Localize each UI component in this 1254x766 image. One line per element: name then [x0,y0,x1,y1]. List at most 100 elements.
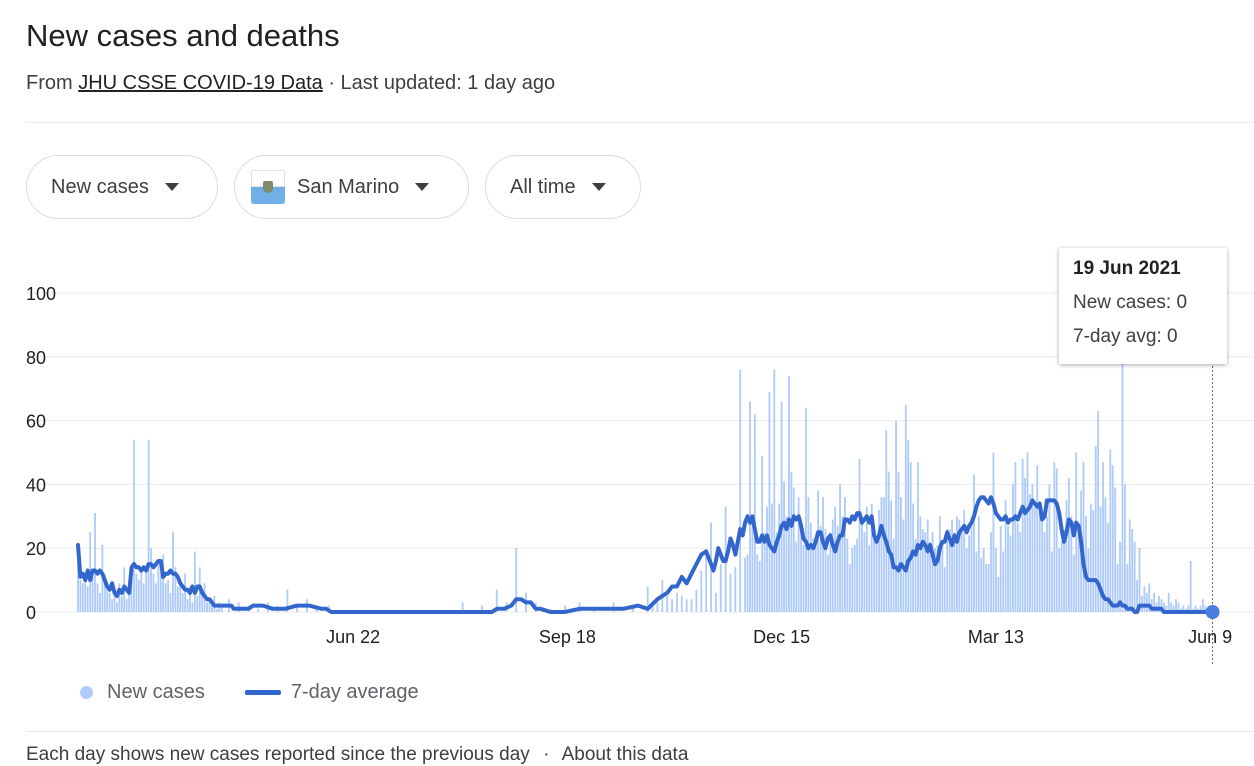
new-cases-bar [924,532,927,612]
new-cases-bar [84,573,87,612]
new-cases-bar [1094,446,1097,612]
new-cases-bar [943,567,946,612]
new-cases-bar [1058,548,1061,612]
footer-divider [26,731,1254,732]
new-cases-bar [79,580,82,612]
hover-cursor [1205,362,1220,665]
location-dropdown-label: San Marino [297,175,400,198]
new-cases-bar [286,589,289,612]
new-cases-bar [210,605,213,612]
new-cases-bar [140,570,143,612]
new-cases-bar [875,538,878,612]
metric-dropdown[interactable]: New cases [26,155,218,219]
new-cases-bar [1092,509,1095,612]
new-cases-bar [1114,487,1117,612]
new-cases-bar [86,586,89,612]
new-cases-bar [1160,599,1163,612]
new-cases-bar [680,596,683,612]
new-cases-bar [1204,605,1207,612]
last-updated: · Last updated: 1 day ago [328,72,556,94]
new-cases-bar [1189,560,1192,612]
new-cases-bar [1106,522,1109,612]
new-cases-bar [1033,506,1036,612]
new-cases-bar [734,567,737,612]
source-link[interactable]: JHU CSSE COVID-19 Data [78,72,323,94]
new-cases-bar [1072,554,1075,612]
new-cases-bar [1138,548,1141,612]
new-cases-bar [861,516,863,612]
new-cases-bar [481,605,484,612]
new-cases-bar [1050,551,1053,612]
new-cases-bar [1019,532,1022,612]
new-cases-bar [1041,516,1044,612]
new-cases-bar [196,596,199,612]
new-cases-bar [770,503,773,612]
new-cases-bar [892,538,895,612]
new-cases-bar [1126,564,1129,612]
new-cases-bar [1007,525,1009,612]
new-cases-bar [965,548,968,612]
new-cases-bar [656,602,659,612]
new-cases-bar [167,580,169,612]
time-range-dropdown-label: All time [510,175,576,198]
new-cases-bar [948,529,951,612]
time-range-dropdown[interactable]: All time [485,155,641,219]
new-cases-bar [844,497,846,612]
new-cases-bar [768,391,771,612]
new-cases-bar [839,484,841,612]
new-cases-bar [909,462,912,612]
new-cases-bar [81,583,84,612]
new-cases-bar [795,541,798,612]
new-cases-bar [169,592,172,612]
new-cases-bar [856,538,859,612]
x-tick-label: Mar 13 [968,627,1024,647]
location-dropdown[interactable]: San Marino [234,155,469,219]
new-cases-bar [1004,500,1007,612]
new-cases-bar [878,509,880,612]
new-cases-bar [1104,497,1107,612]
x-tick-label: Jun 22 [326,627,380,647]
new-cases-bar [1177,602,1180,612]
new-cases-bar [1070,516,1073,612]
new-cases-bar [1046,516,1048,612]
new-cases-bar [189,586,191,612]
new-cases-bar [912,503,915,612]
new-cases-bar [951,519,953,612]
new-cases-bar [1053,462,1056,612]
legend-new-cases-label: New cases [107,681,205,703]
new-cases-bar [676,592,678,612]
new-cases-bar [1199,605,1202,612]
new-cases-bar [1124,484,1126,612]
new-cases-bar [963,509,966,612]
new-cases-bar [106,586,109,612]
new-cases-bar [714,592,717,612]
new-cases-bar [985,564,988,612]
new-cases-bar [773,369,776,612]
new-cases-bar [812,538,815,612]
y-tick-label: 100 [26,284,56,304]
new-cases-bar [822,497,824,612]
new-cases-bar [184,573,187,612]
new-cases-bar [968,535,971,612]
new-cases-bar [780,401,783,612]
new-cases-bar [917,462,919,612]
new-cases-bar [836,525,839,612]
new-cases-bar [817,490,820,612]
new-cases-bar [870,503,873,612]
metric-dropdown-label: New cases [51,175,149,198]
new-cases-bar [977,516,980,612]
new-cases-bar [882,497,885,612]
new-cases-bar [98,592,101,612]
tooltip-seven-day-avg: 7-day avg: 0 [1073,326,1178,347]
x-tick-label: Jun 9 [1188,627,1232,647]
new-cases-bar [666,596,669,612]
new-cases-bar [1097,411,1100,612]
about-data-link[interactable]: About this data [561,744,689,765]
new-cases-bar [848,564,851,612]
new-cases-bar [116,602,118,612]
new-cases-bar [900,497,902,612]
y-tick-label: 40 [26,475,46,495]
new-cases-bar [931,532,934,612]
new-cases-bar [1036,465,1039,612]
